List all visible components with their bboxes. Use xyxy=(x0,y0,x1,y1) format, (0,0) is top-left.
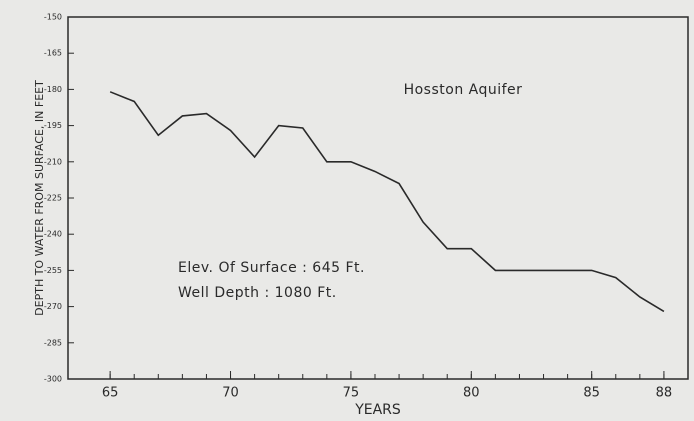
y-tick-label: -180 xyxy=(44,85,62,94)
x-tick-label: 65 xyxy=(102,386,119,401)
x-tick-label: 88 xyxy=(656,386,673,401)
y-tick-label: -270 xyxy=(44,302,62,311)
x-axis-label: YEARS xyxy=(354,402,401,418)
y-tick-label: -195 xyxy=(44,121,62,130)
y-axis-label: DEPTH TO WATER FROM SURFACE, IN FEET xyxy=(33,80,46,316)
y-tick-label: -210 xyxy=(44,157,62,166)
y-tick-label: -285 xyxy=(44,338,62,347)
annotation: Well Depth : 1080 Ft. xyxy=(178,285,337,301)
x-tick-label: 75 xyxy=(343,386,360,401)
annotation: Hosston Aquifer xyxy=(404,82,523,98)
x-tick-label: 85 xyxy=(583,386,600,401)
plot-frame xyxy=(67,16,689,380)
y-tick-label: -150 xyxy=(44,13,62,22)
y-tick-label: -225 xyxy=(44,194,62,203)
y-tick-label: -255 xyxy=(44,266,62,275)
y-tick-label: -240 xyxy=(44,230,62,239)
y-tick-label: -165 xyxy=(44,49,62,58)
data-line xyxy=(109,91,665,313)
x-tick-label: 70 xyxy=(222,386,239,401)
x-tick-label: 80 xyxy=(463,386,480,401)
y-tick-label: -300 xyxy=(44,375,62,384)
annotation: Elev. Of Surface : 645 Ft. xyxy=(178,260,365,276)
